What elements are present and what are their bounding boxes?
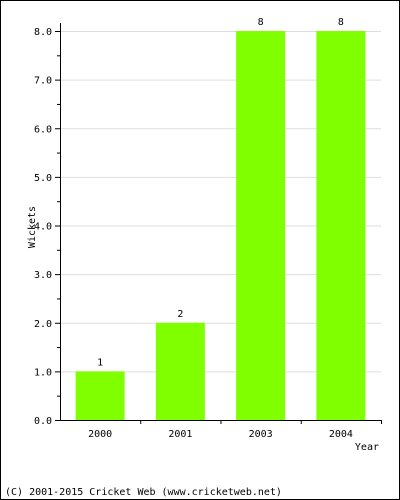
y-tick-label: 4.0	[34, 222, 52, 233]
y-tick-label: 6.0	[34, 124, 52, 135]
bar-2001	[155, 322, 205, 420]
labels: 0.0 1.0 2.0 3.0 4.0 5.0 6.0 7.0 8.0 1 2000 2 2001 8 20…	[27, 17, 379, 453]
x-tick-label: 2000	[88, 429, 112, 440]
y-tick-label: 3.0	[34, 270, 52, 281]
bar-2004	[316, 31, 366, 420]
y-axis-title: Wickets	[27, 206, 38, 248]
y-tick-label: 2.0	[34, 319, 52, 330]
data-label: 8	[338, 17, 344, 28]
copyright-text: (C) 2001-2015 Cricket Web (www.cricketwe…	[5, 487, 282, 498]
y-tick-label: 1.0	[34, 367, 52, 378]
x-tick-label: 2001	[168, 429, 192, 440]
y-tick-label: 7.0	[34, 76, 52, 87]
x-tick-label: 2003	[249, 429, 273, 440]
y-tick-label: 0.0	[34, 416, 52, 427]
x-axis-title: Year	[355, 442, 379, 453]
bars	[75, 31, 366, 420]
bar-2000	[75, 371, 125, 420]
data-label: 1	[97, 357, 103, 368]
axes	[55, 23, 382, 424]
y-tick-label: 8.0	[34, 27, 52, 38]
grid-lines	[60, 31, 381, 373]
bar-chart: 0.0 1.0 2.0 3.0 4.0 5.0 6.0 7.0 8.0 1 2000 2 2001 8 20…	[27, 17, 382, 453]
bar-2003	[236, 31, 286, 420]
y-tick-label: 5.0	[34, 173, 52, 184]
x-tick-label: 2004	[329, 429, 353, 440]
data-label: 8	[258, 17, 264, 28]
data-label: 2	[177, 309, 183, 320]
